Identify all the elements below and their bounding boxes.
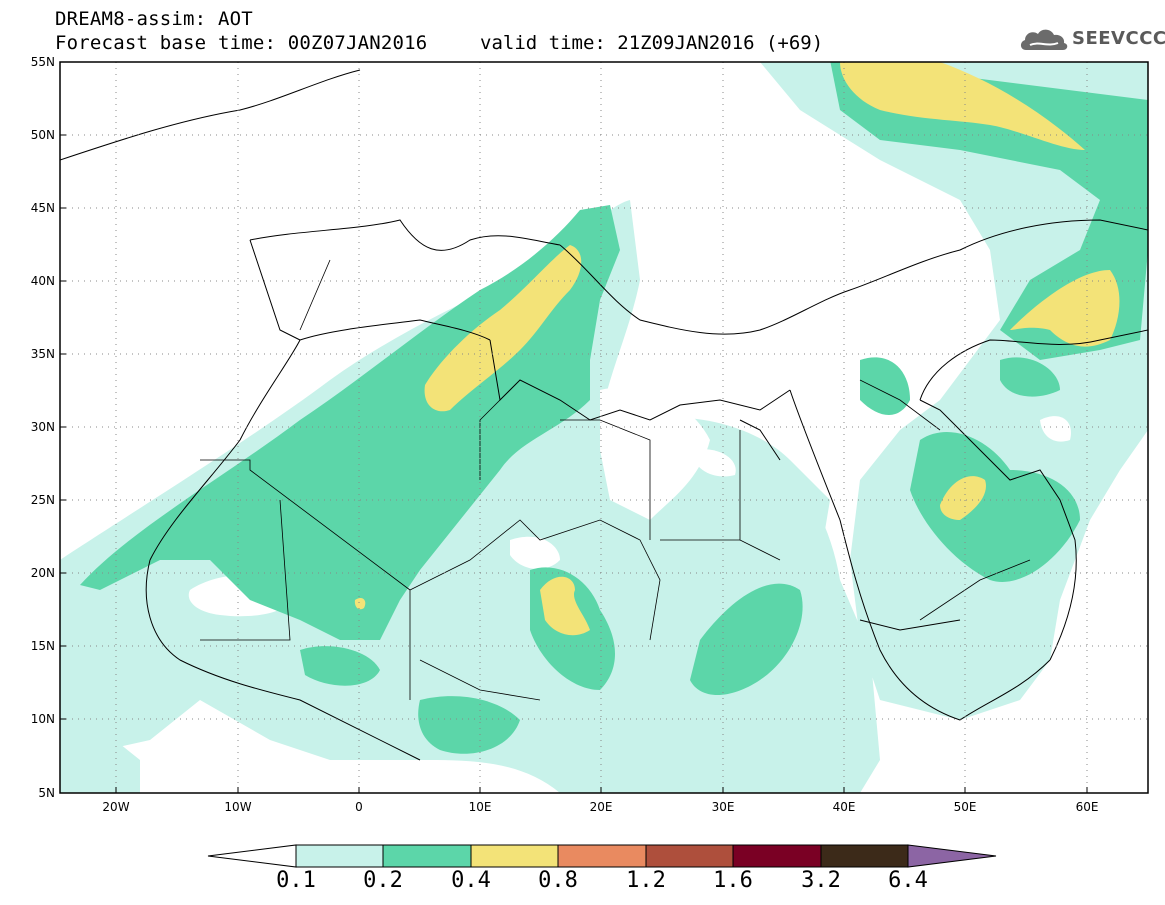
logo-text: SEEVCCC (1072, 28, 1165, 49)
colorbar-segment (645, 844, 734, 868)
colorbar-label: 3.2 (801, 868, 841, 893)
grid-lines (60, 62, 1148, 793)
colorbar-label: 6.4 (888, 868, 928, 893)
lon-label: 50E (954, 800, 977, 814)
colorbar-segment (470, 844, 559, 868)
lat-label: 45N (31, 201, 55, 215)
lon-label: 0 (355, 800, 363, 814)
coastlines (60, 69, 1148, 761)
lat-label: 25N (31, 493, 55, 507)
lon-label: 60E (1076, 800, 1099, 814)
lat-labels: 55N 50N 45N 40N 35N 30N 25N 20N 15N 10N … (31, 55, 55, 800)
colorbar-low-arrow (207, 844, 297, 868)
cloud-icon (1020, 29, 1068, 50)
colorbar-label: 1.2 (626, 868, 666, 893)
lat-label: 30N (31, 420, 55, 434)
valid-time: valid time: 21Z09JAN2016 (+69) (480, 32, 824, 54)
colorbar-high-arrow (907, 844, 997, 868)
colorbar-label: 0.4 (451, 868, 491, 893)
lat-label: 55N (31, 55, 55, 69)
lon-label: 10E (469, 800, 492, 814)
lat-label: 50N (31, 128, 55, 142)
colorbar-segment (820, 844, 909, 868)
colorbar-label: 0.8 (538, 868, 578, 893)
lon-label: 20W (102, 800, 129, 814)
lon-label: 40E (833, 800, 856, 814)
map-title: DREAM8-assim: AOT (55, 8, 253, 30)
forecast-base-time: Forecast base time: 00Z07JAN2016 (55, 32, 428, 54)
colorbar-segment (732, 844, 822, 868)
aot-fields (60, 62, 1148, 793)
colorbar-label: 0.1 (276, 868, 316, 893)
lat-label: 10N (31, 712, 55, 726)
colorbar-label: 1.6 (713, 868, 753, 893)
aot-field-high (354, 62, 1120, 636)
lon-label: 10W (224, 800, 251, 814)
colorbar-label: 0.2 (363, 868, 403, 893)
lon-label: 30E (712, 800, 735, 814)
axis-ticks (60, 61, 1088, 793)
lat-label: 40N (31, 274, 55, 288)
lat-label: 15N (31, 639, 55, 653)
colorbar-segment (382, 844, 472, 868)
lon-label: 20E (590, 800, 613, 814)
colorbar-labels: 0.1 0.2 0.4 0.8 1.2 1.6 3.2 6.4 (0, 868, 1165, 898)
lat-label: 35N (31, 347, 55, 361)
lat-label: 5N (38, 786, 55, 800)
lat-label: 20N (31, 566, 55, 580)
colorbar (207, 844, 997, 868)
lon-labels: 20W 10W 0 10E 20E 30E 40E 50E 60E (102, 800, 1098, 814)
seevccc-logo: SEEVCCC (1018, 26, 1165, 54)
colorbar-segment (557, 844, 647, 868)
colorbar-segment (295, 844, 384, 868)
country-borders (200, 259, 1031, 701)
